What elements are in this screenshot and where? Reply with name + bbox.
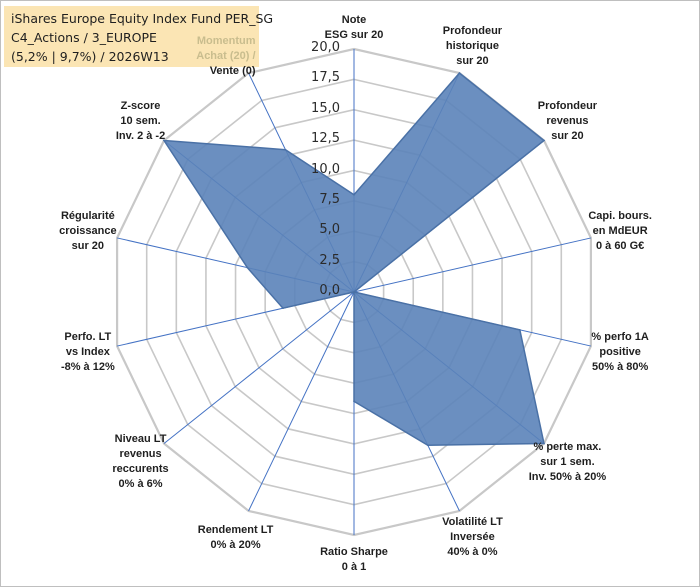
data-point-0	[353, 194, 355, 196]
data-point-5	[543, 442, 545, 445]
spoke-9	[163, 291, 355, 444]
tick-label-6: 15,0	[311, 100, 340, 116]
tick-label-7: 17,5	[311, 70, 340, 86]
axis-label-7: Ratio Sharpe 0 à 1	[320, 546, 388, 573]
axis-label-6: Volatilité LT Inversée 40% à 0%	[442, 516, 503, 559]
data-point-2	[543, 139, 545, 142]
data-point-10	[282, 307, 284, 310]
tick-label-2: 5,0	[319, 222, 340, 238]
axis-label-4: % perfo 1A positive 50% à 80%	[591, 331, 649, 374]
axis-label-10: Perfo. LT vs Index -8% à 12%	[60, 331, 115, 374]
axis-label-12: Z-score 10 sem. Inv. 2 à -2	[115, 100, 166, 143]
data-point-11	[246, 266, 249, 269]
axis-label-2: Profondeur revenus sur 20	[537, 100, 598, 143]
data-point-4	[519, 329, 521, 331]
series-area	[162, 72, 546, 447]
data-point-7	[353, 400, 355, 403]
tick-label-1: 2,5	[319, 252, 340, 268]
title-line-2: C4_Actions / 3_EUROPE	[11, 30, 157, 45]
axis-label-8: Rendement LT 0% à 20%	[197, 523, 274, 551]
tick-label-0: 0,0	[319, 283, 340, 298]
axis-label-1: Profondeur historique sur 20	[442, 24, 503, 67]
tick-label-3: 7,5	[319, 191, 340, 207]
title-line-3: (5,2% | 9,7%) / 2026W13	[11, 49, 169, 64]
axis-label-11: Régularité croissance sur 20	[59, 209, 117, 252]
axis-label-9: Niveau LT revenus reccurents 0% à 6%	[112, 433, 169, 491]
tick-label-4: 10,0	[311, 161, 340, 177]
title-box: iShares Europe Equity Index Fund PER_SG …	[4, 6, 273, 67]
data-point-1	[458, 72, 461, 74]
data-point-13	[284, 148, 287, 151]
data-point-9	[353, 291, 355, 293]
axis-label-0: Note ESG sur 20	[324, 14, 384, 41]
axis-label-3: Capi. bours. en MdEUR 0 à 60 G€	[588, 209, 652, 252]
axis-label-5: % perte max. sur 1 sem. Inv. 50% à 20%	[528, 440, 607, 483]
spoke-8	[248, 291, 355, 512]
data-point-12	[163, 139, 165, 142]
series	[162, 72, 546, 447]
title-line-1: iShares Europe Equity Index Fund PER_SG	[11, 11, 274, 26]
data-point-6	[427, 444, 429, 447]
tick-label-8: 20,0	[311, 40, 340, 55]
axis-label-13: Momentum Achat (20) / Vente (0)	[196, 34, 256, 77]
tick-label-5: 12,5	[311, 131, 340, 147]
spoke-3	[353, 237, 592, 293]
